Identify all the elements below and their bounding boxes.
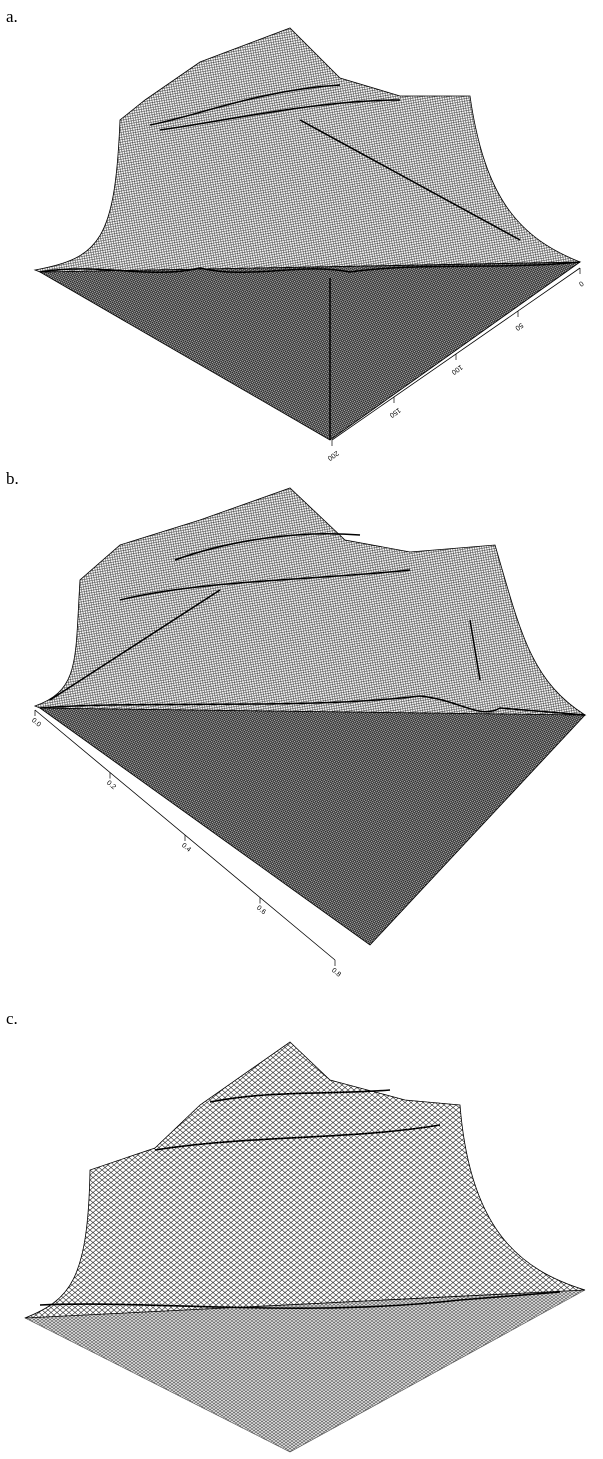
surface-floor <box>40 262 580 440</box>
panel-label: c. <box>6 1009 18 1028</box>
surface-wall <box>25 1042 585 1318</box>
surface-wall <box>35 488 585 715</box>
surface-floor <box>40 708 585 945</box>
surface-wall <box>35 28 580 272</box>
surface-floor <box>25 1290 585 1452</box>
axis-tick-label: 0.4 <box>180 842 192 854</box>
axis-tick-label: 0.2 <box>105 780 117 792</box>
panel-label: a. <box>6 7 18 26</box>
axis-tick-label: 0.6 <box>255 905 267 917</box>
panel-c: c. <box>6 1009 585 1452</box>
panel-label: b. <box>6 469 19 488</box>
axis-tick-label: 0.8 <box>330 967 342 979</box>
panel-a: a. 0 50 100 150 200 <box>6 7 584 461</box>
axis-tick-label: 0 <box>577 279 584 287</box>
axis-tick-label: 150 <box>388 406 402 418</box>
axis-tick-label: 100 <box>450 363 464 375</box>
axis-tick-label: 0.0 <box>30 717 42 729</box>
figure: a. 0 50 100 150 200 b. 0.0 0.2 0.4 0.6 0.8 c. <box>0 0 603 1459</box>
axis-tick-label: 50 <box>514 321 524 331</box>
panel-b: b. 0.0 0.2 0.4 0.6 0.8 <box>6 469 585 979</box>
axis-tick-label: 200 <box>326 449 340 461</box>
